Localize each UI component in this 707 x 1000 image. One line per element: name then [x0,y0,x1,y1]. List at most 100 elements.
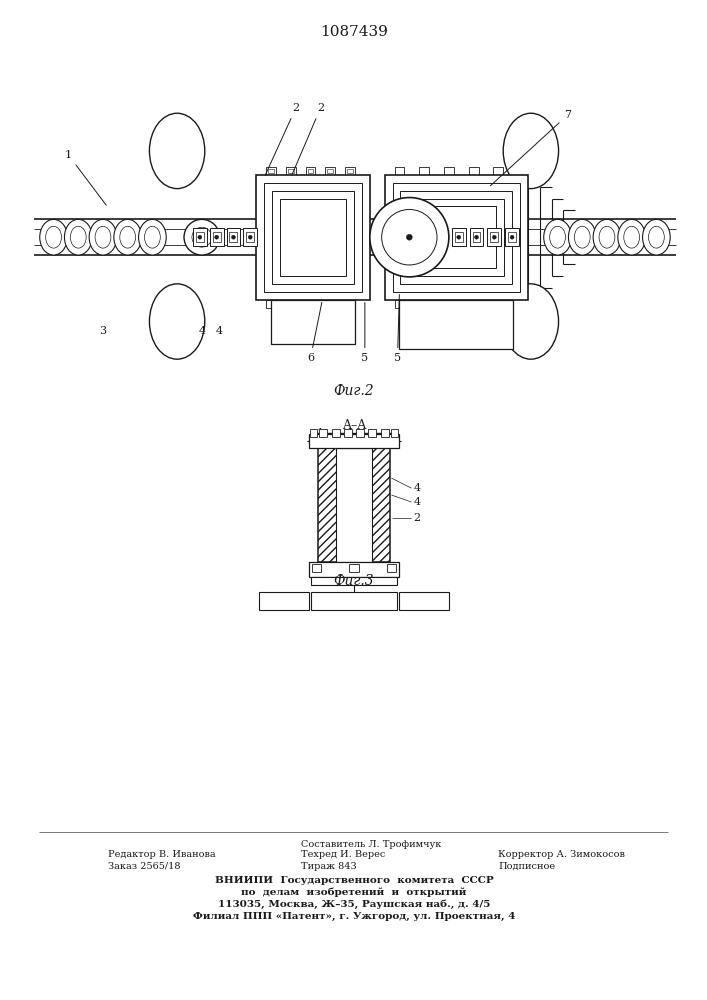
Bar [320,429,327,437]
Ellipse shape [149,113,205,189]
Ellipse shape [46,226,62,248]
Ellipse shape [599,226,615,248]
Bar [280,199,346,276]
Text: Техред И. Верес: Техред И. Верес [300,850,385,859]
Bar [395,300,404,308]
Ellipse shape [474,235,479,239]
Ellipse shape [457,235,461,239]
Bar [305,167,315,175]
Text: Редактор В. Иванова: Редактор В. Иванова [108,850,216,859]
Ellipse shape [568,219,596,255]
Bar [472,232,481,242]
Ellipse shape [407,234,412,240]
Bar [193,228,206,246]
Text: 4: 4 [414,483,421,493]
Ellipse shape [549,226,566,248]
Ellipse shape [95,226,111,248]
Text: 7: 7 [491,110,571,186]
Bar [452,228,466,246]
Bar [210,228,223,246]
Bar [409,199,504,276]
Ellipse shape [192,227,211,247]
Bar [344,429,352,437]
Ellipse shape [119,226,136,248]
Bar [469,167,479,175]
Bar [400,191,512,284]
Bar [493,300,503,308]
Text: Заказ 2565/18: Заказ 2565/18 [108,862,180,871]
Ellipse shape [370,198,449,277]
Bar [387,564,397,572]
Bar [419,167,429,175]
Ellipse shape [574,226,590,248]
Ellipse shape [503,284,559,359]
Ellipse shape [89,219,117,255]
Bar [246,232,255,242]
Ellipse shape [198,235,201,239]
Ellipse shape [144,226,160,248]
Bar [286,167,296,175]
Ellipse shape [71,226,86,248]
Bar [308,562,399,577]
Bar [399,300,513,349]
Bar [395,167,404,175]
Text: 3: 3 [100,326,107,336]
Bar [356,429,364,437]
Bar [325,167,335,175]
Text: 5: 5 [394,295,401,363]
Bar [345,300,355,308]
Ellipse shape [648,226,665,248]
Text: 2: 2 [265,103,299,175]
Bar [196,232,204,242]
Ellipse shape [215,235,218,239]
Bar [327,169,333,173]
Bar [213,232,221,242]
Bar [310,592,397,610]
Text: 1: 1 [65,150,106,205]
Bar [380,429,389,437]
Text: Филиал ППП «Патент», г. Ужгород, ул. Проектная, 4: Филиал ППП «Патент», г. Ужгород, ул. Про… [193,912,515,921]
Ellipse shape [248,235,252,239]
Text: Тираж 843: Тираж 843 [300,862,356,871]
Bar [390,429,399,437]
Bar [325,300,335,308]
Text: 2: 2 [414,513,421,523]
Ellipse shape [544,219,571,255]
Text: ВНИИПИ  Государственного  комитета  СССР: ВНИИПИ Государственного комитета СССР [215,876,493,885]
Bar [347,169,353,173]
Bar [332,429,340,437]
Bar [264,183,362,292]
Ellipse shape [503,113,559,189]
Text: по  делам  изобретений  и  открытий: по делам изобретений и открытий [241,888,467,897]
Ellipse shape [40,219,67,255]
Bar [308,169,313,173]
Bar [392,183,520,292]
Bar [444,167,454,175]
Bar [399,592,449,610]
Ellipse shape [510,235,514,239]
Bar [491,232,498,242]
Bar [312,564,322,572]
Bar [416,206,496,268]
Bar [444,300,454,308]
Bar [271,300,355,344]
Text: 1: 1 [317,428,333,444]
Ellipse shape [139,219,166,255]
Bar [243,228,257,246]
Text: 2: 2 [292,103,324,175]
Ellipse shape [492,235,496,239]
Text: A–A: A–A [342,419,366,432]
Ellipse shape [64,219,92,255]
Text: 6: 6 [307,302,322,363]
Bar [469,228,484,246]
Text: Составитель Л. Трофимчук: Составитель Л. Трофимчук [300,840,441,849]
Ellipse shape [184,219,220,255]
Bar [305,300,315,308]
Bar [318,448,390,562]
Ellipse shape [231,235,235,239]
Ellipse shape [114,219,141,255]
Text: Фиг.3: Фиг.3 [334,574,374,588]
Bar [469,300,479,308]
Bar [230,232,238,242]
Bar [268,169,274,173]
